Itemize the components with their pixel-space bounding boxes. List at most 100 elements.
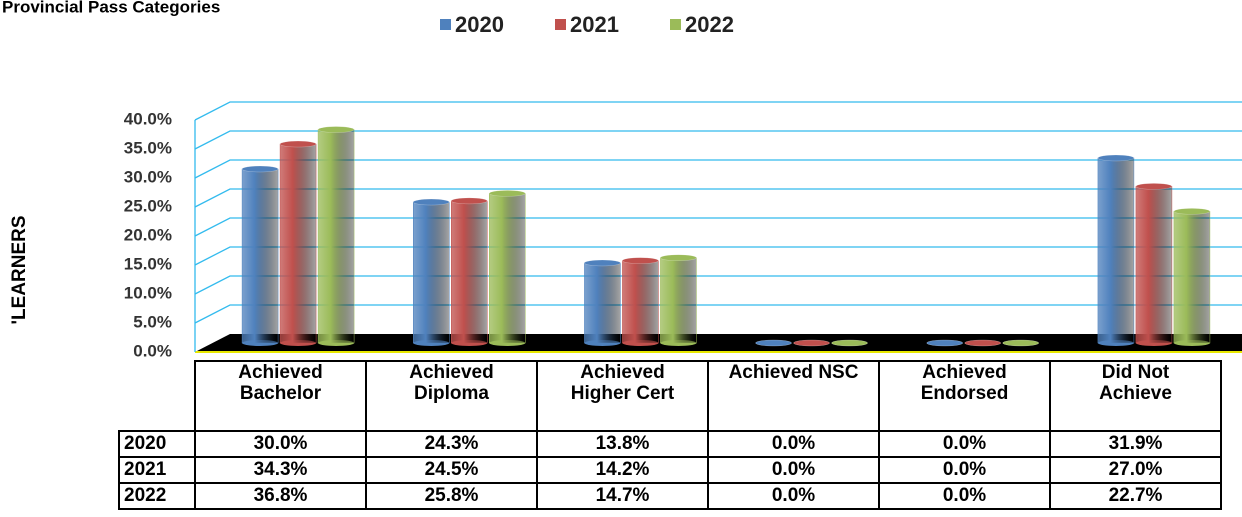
legend-label: 2021	[570, 12, 619, 37]
legend-swatch	[670, 19, 681, 30]
legend-swatch	[555, 19, 566, 30]
bar-top	[1135, 183, 1173, 190]
bar	[660, 257, 697, 344]
value-cell: 22.7%	[1049, 482, 1222, 510]
grid-line	[194, 159, 1242, 179]
bar	[279, 143, 317, 344]
value-cell: 34.3%	[194, 456, 367, 484]
table-header-row: Achieved Bachelor Achieved Diploma Achieve…	[119, 360, 1222, 432]
bar-group	[1173, 208, 1211, 346]
category-label: Achieved Bachelor	[238, 362, 323, 404]
bar-top	[964, 339, 1001, 347]
bar-top	[413, 198, 450, 206]
bar-top	[451, 197, 488, 205]
bar-group	[413, 198, 450, 346]
legend-swatch	[440, 19, 451, 30]
bar-top	[1002, 339, 1039, 347]
y-tick-label: 5.0%	[133, 312, 172, 331]
category-label: Achieved Endorsed	[920, 362, 1009, 404]
y-tick-label: 40.0%	[124, 109, 172, 128]
table-row: 2020 30.0% 24.3% 13.8% 0.0% 0.0% 31.9%	[118, 430, 1222, 458]
value-cell: 13.8%	[536, 430, 709, 458]
grid-line	[194, 275, 1242, 295]
category-label: Achieved Higher Cert	[570, 362, 675, 404]
value-cell: 14.2%	[536, 456, 709, 484]
value-cell: 36.8%	[194, 482, 367, 510]
category-cell: Achieved Endorsed	[878, 360, 1051, 432]
legend-label: 2022	[685, 12, 734, 37]
table-row: 2021 34.3% 24.5% 14.2% 0.0% 0.0% 27.0%	[118, 456, 1222, 484]
bar-group	[584, 259, 621, 346]
series-label: 2022	[118, 482, 196, 510]
y-tick-label: 35.0%	[124, 138, 172, 157]
bar-group	[241, 165, 279, 346]
value-cell: 0.0%	[707, 456, 880, 484]
value-cell: 31.9%	[1049, 430, 1222, 458]
bar-top	[755, 339, 792, 347]
y-tick-label: 30.0%	[124, 167, 172, 186]
bar-group	[660, 254, 697, 346]
bar-top	[317, 126, 355, 133]
bar-top	[584, 259, 621, 267]
bar-top	[1173, 208, 1211, 215]
bar-group	[1135, 183, 1173, 346]
value-cell: 0.0%	[878, 482, 1051, 510]
bar	[489, 193, 526, 344]
blank-cell	[119, 361, 195, 431]
category-label: Achieved Diploma	[409, 362, 494, 404]
y-tick-label: 20.0%	[124, 225, 172, 244]
value-cell: 0.0%	[707, 482, 880, 510]
y-tick-label: 0.0%	[133, 341, 172, 360]
category-cell: Achieved Bachelor	[194, 360, 367, 432]
bar-group	[926, 339, 963, 347]
category-cell: Achieved Diploma	[365, 360, 538, 432]
grid-line	[194, 246, 1242, 266]
bar	[1097, 157, 1135, 344]
bar	[317, 129, 355, 344]
bar-group	[279, 140, 317, 346]
grid-line	[194, 188, 1242, 208]
bar	[1135, 186, 1173, 344]
bar-group	[317, 126, 355, 346]
bar-top	[660, 254, 697, 261]
value-cell: 30.0%	[194, 430, 367, 458]
bar-top	[489, 190, 526, 197]
table-row: 2022 36.8% 25.8% 14.7% 0.0% 0.0% 22.7%	[118, 482, 1222, 510]
bar-top	[622, 257, 659, 264]
bar-group	[1002, 339, 1039, 347]
bar-group	[622, 257, 659, 346]
value-cell: 27.0%	[1049, 456, 1222, 484]
bar-top	[793, 339, 830, 347]
y-axis-label: 'LEARNERS	[9, 215, 30, 324]
bar-group	[755, 339, 792, 347]
category-cell: Achieved Higher Cert	[536, 360, 709, 432]
bar	[1173, 211, 1211, 344]
bar-group	[1097, 154, 1135, 346]
value-cell: 14.7%	[536, 482, 709, 510]
bar-group	[793, 339, 830, 347]
grid-line	[194, 101, 1242, 121]
category-label: Achieved NSC	[728, 362, 859, 383]
bar	[584, 262, 621, 344]
bar	[241, 168, 279, 344]
bar	[413, 201, 450, 344]
grid-line	[194, 217, 1242, 237]
value-cell: 24.3%	[365, 430, 538, 458]
value-cell: 0.0%	[878, 456, 1051, 484]
chart-title: Provincial Pass Categories	[2, 0, 220, 16]
bar-top	[831, 339, 868, 347]
y-tick-label: 25.0%	[124, 196, 172, 215]
value-cell: 0.0%	[707, 430, 880, 458]
grid-line	[194, 304, 1242, 324]
bar	[622, 260, 659, 344]
y-tick-label: 15.0%	[124, 254, 172, 273]
bar-top	[241, 165, 279, 173]
y-tick-label: 10.0%	[124, 283, 172, 302]
legend-label: 2020	[455, 12, 504, 37]
bar-group	[489, 190, 526, 346]
value-cell: 0.0%	[878, 430, 1051, 458]
bar-group	[451, 197, 488, 346]
bar-top	[279, 140, 317, 148]
